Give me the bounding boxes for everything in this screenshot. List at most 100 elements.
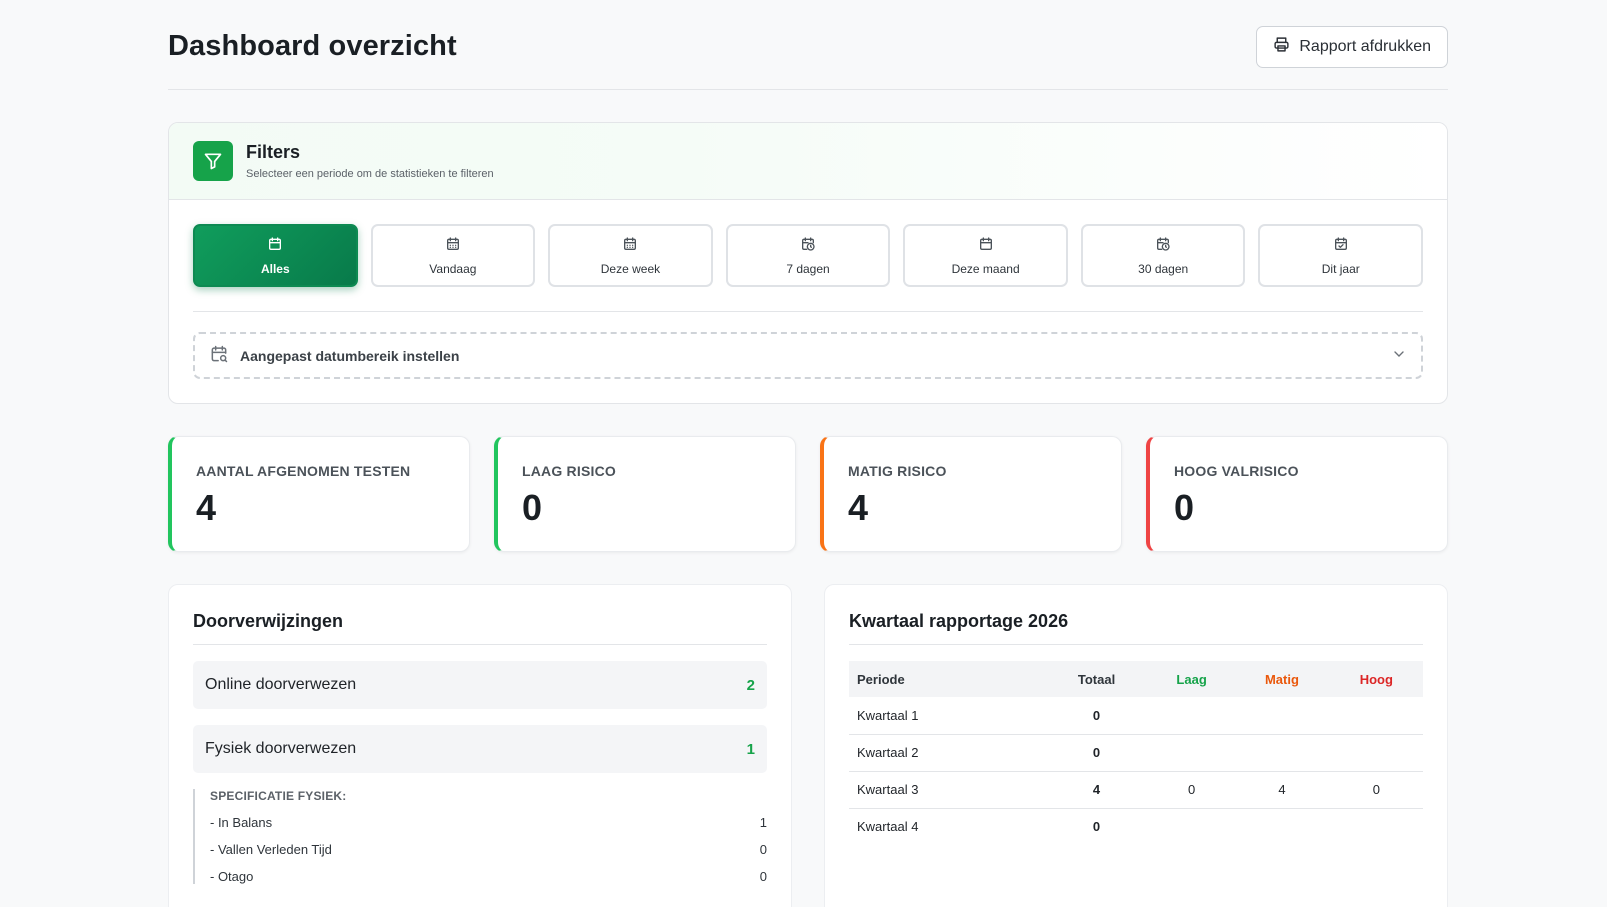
period-label: Vandaag bbox=[429, 261, 477, 276]
calendar-icon bbox=[445, 236, 461, 255]
page-title: Dashboard overzicht bbox=[168, 30, 457, 62]
calendar-icon bbox=[622, 236, 638, 255]
cell-high bbox=[1329, 734, 1423, 772]
list-item: - Vallen Verleden Tijd 0 bbox=[210, 842, 767, 857]
cell-period: Kwartaal 3 bbox=[849, 771, 1045, 809]
period-label: 30 dagen bbox=[1138, 261, 1189, 276]
column-header-moderate: Matig bbox=[1234, 661, 1330, 697]
cell-low bbox=[1148, 697, 1235, 735]
column-header-high: Hoog bbox=[1329, 661, 1423, 697]
physical-specification: SPECIFICATIE FYSIEK: - In Balans 1 - Val… bbox=[193, 789, 767, 884]
chevron-down-icon bbox=[1391, 346, 1407, 365]
cell-high bbox=[1330, 808, 1423, 845]
bottom-panels: Doorverwijzingen Online doorverwezen 2 F… bbox=[168, 584, 1448, 907]
table-row: Kwartaal 1 0 bbox=[849, 697, 1423, 735]
period-button-vandaag[interactable]: Vandaag bbox=[370, 224, 536, 287]
filter-icon bbox=[193, 141, 233, 181]
period-selector: Alles Vandaag Deze week 7 dagen Deze maa… bbox=[193, 224, 1424, 287]
period-button-alles[interactable]: Alles bbox=[193, 224, 358, 287]
stat-value: 0 bbox=[1174, 487, 1195, 528]
stat-label: AANTAL AFGENOMEN TESTEN bbox=[196, 463, 411, 479]
calendar-icon bbox=[978, 236, 994, 255]
calendar-icon bbox=[267, 236, 283, 255]
period-label: 7 dagen bbox=[786, 261, 830, 276]
period-label: Dit jaar bbox=[1321, 261, 1360, 276]
online-referral-label: Online doorverwezen bbox=[205, 676, 357, 693]
cell-total: 0 bbox=[1092, 819, 1101, 835]
column-header-total: Totaal bbox=[1044, 661, 1149, 697]
cell-low bbox=[1148, 734, 1235, 772]
custom-range-label: Aangepast datumbereik instellen bbox=[240, 347, 460, 364]
cell-high bbox=[1329, 697, 1423, 735]
cell-low bbox=[1149, 808, 1234, 845]
period-label: Alles bbox=[260, 261, 290, 276]
stat-card-moderate-risk: MATIG RISICO 4 bbox=[820, 436, 1122, 552]
online-referral-row: Online doorverwezen 2 bbox=[193, 661, 767, 709]
cell-period: Kwartaal 2 bbox=[849, 734, 1045, 772]
custom-date-range-toggle[interactable]: Aangepast datumbereik instellen bbox=[193, 332, 1423, 379]
printer-icon bbox=[1273, 36, 1290, 58]
stat-value: 4 bbox=[196, 487, 217, 528]
calendar-check-icon bbox=[1333, 236, 1349, 255]
spec-item-label: - Otago bbox=[210, 869, 254, 884]
referrals-panel: Doorverwijzingen Online doorverwezen 2 F… bbox=[168, 584, 792, 907]
stat-card-low-risk: LAAG RISICO 0 bbox=[494, 436, 796, 552]
cell-low: 0 bbox=[1148, 771, 1235, 809]
cell-moderate: 4 bbox=[1234, 771, 1330, 809]
period-button-deze-maand[interactable]: Deze maand bbox=[903, 224, 1068, 287]
page-header: Dashboard overzicht Rapport afdrukken bbox=[168, 0, 1448, 90]
cell-total: 4 bbox=[1044, 771, 1149, 809]
cell-period: Kwartaal 4 bbox=[857, 819, 919, 835]
table-row: Kwartaal 4 0 bbox=[849, 808, 1423, 845]
calendar-search-icon bbox=[209, 344, 229, 367]
column-header-period: Periode bbox=[849, 661, 1045, 697]
cell-high: 0 bbox=[1329, 771, 1423, 809]
physical-referral-row: Fysiek doorverwezen 1 bbox=[193, 725, 767, 773]
list-item: - In Balans 1 bbox=[210, 815, 767, 830]
calendar-clock-icon bbox=[1155, 236, 1171, 255]
spec-item-value: 1 bbox=[759, 815, 767, 830]
table-header-row: Periode Totaal Laag Matig Hoog bbox=[849, 661, 1423, 697]
online-referral-count: 2 bbox=[746, 676, 755, 694]
print-report-label: Rapport afdrukken bbox=[1299, 37, 1431, 55]
stat-value: 0 bbox=[522, 487, 543, 528]
quarterly-title: Kwartaal rapportage 2026 bbox=[849, 611, 1423, 645]
period-button-7-dagen[interactable]: 7 dagen bbox=[725, 224, 891, 287]
filter-divider bbox=[193, 311, 1423, 312]
table-row: Kwartaal 2 0 bbox=[849, 734, 1423, 772]
spec-item-value: 0 bbox=[759, 869, 767, 884]
cell-moderate bbox=[1234, 697, 1330, 735]
spec-item-value: 0 bbox=[759, 842, 767, 857]
filter-card: Filters Selecteer een periode om de stat… bbox=[168, 122, 1448, 404]
stats-row: AANTAL AFGENOMEN TESTEN 4 LAAG RISICO 0 … bbox=[168, 436, 1448, 552]
stat-card-total-tests: AANTAL AFGENOMEN TESTEN 4 bbox=[168, 436, 470, 552]
spec-item-label: - In Balans bbox=[210, 815, 273, 830]
period-label: Deze week bbox=[600, 261, 661, 276]
print-report-button[interactable]: Rapport afdrukken bbox=[1256, 25, 1448, 68]
quarterly-table: Periode Totaal Laag Matig Hoog Kwartaal … bbox=[849, 661, 1423, 845]
period-button-30-dagen[interactable]: 30 dagen bbox=[1080, 224, 1246, 287]
stat-label: HOOG VALRISICO bbox=[1174, 463, 1299, 479]
cell-total: 0 bbox=[1044, 734, 1149, 772]
referrals-title: Doorverwijzingen bbox=[193, 611, 767, 645]
dashboard-page: Dashboard overzicht Rapport afdrukken Fi… bbox=[168, 0, 1448, 907]
column-header-low: Laag bbox=[1148, 661, 1235, 697]
filter-header: Filters Selecteer een periode om de stat… bbox=[169, 123, 1447, 200]
table-row: Kwartaal 3 4 0 4 0 bbox=[849, 771, 1423, 809]
physical-referral-count: 1 bbox=[746, 740, 755, 758]
physical-referral-label: Fysiek doorverwezen bbox=[205, 740, 357, 757]
cell-total: 0 bbox=[1044, 697, 1149, 735]
period-button-dit-jaar[interactable]: Dit jaar bbox=[1258, 224, 1424, 287]
stat-label: LAAG RISICO bbox=[522, 463, 616, 479]
cell-moderate bbox=[1234, 808, 1329, 845]
stat-card-high-fall-risk: HOOG VALRISICO 0 bbox=[1146, 436, 1448, 552]
stat-label: MATIG RISICO bbox=[848, 463, 947, 479]
period-button-deze-week[interactable]: Deze week bbox=[548, 224, 713, 287]
spec-item-label: - Vallen Verleden Tijd bbox=[210, 842, 332, 857]
filter-title: Filters bbox=[246, 142, 301, 162]
list-item: - Otago 0 bbox=[210, 869, 767, 884]
spec-title: SPECIFICATIE FYSIEK: bbox=[210, 789, 347, 803]
period-label: Deze maand bbox=[951, 261, 1020, 276]
filter-subtitle: Selecteer een periode om de statistieken… bbox=[246, 168, 494, 180]
quarterly-panel: Kwartaal rapportage 2026 Periode Totaal … bbox=[824, 584, 1448, 907]
